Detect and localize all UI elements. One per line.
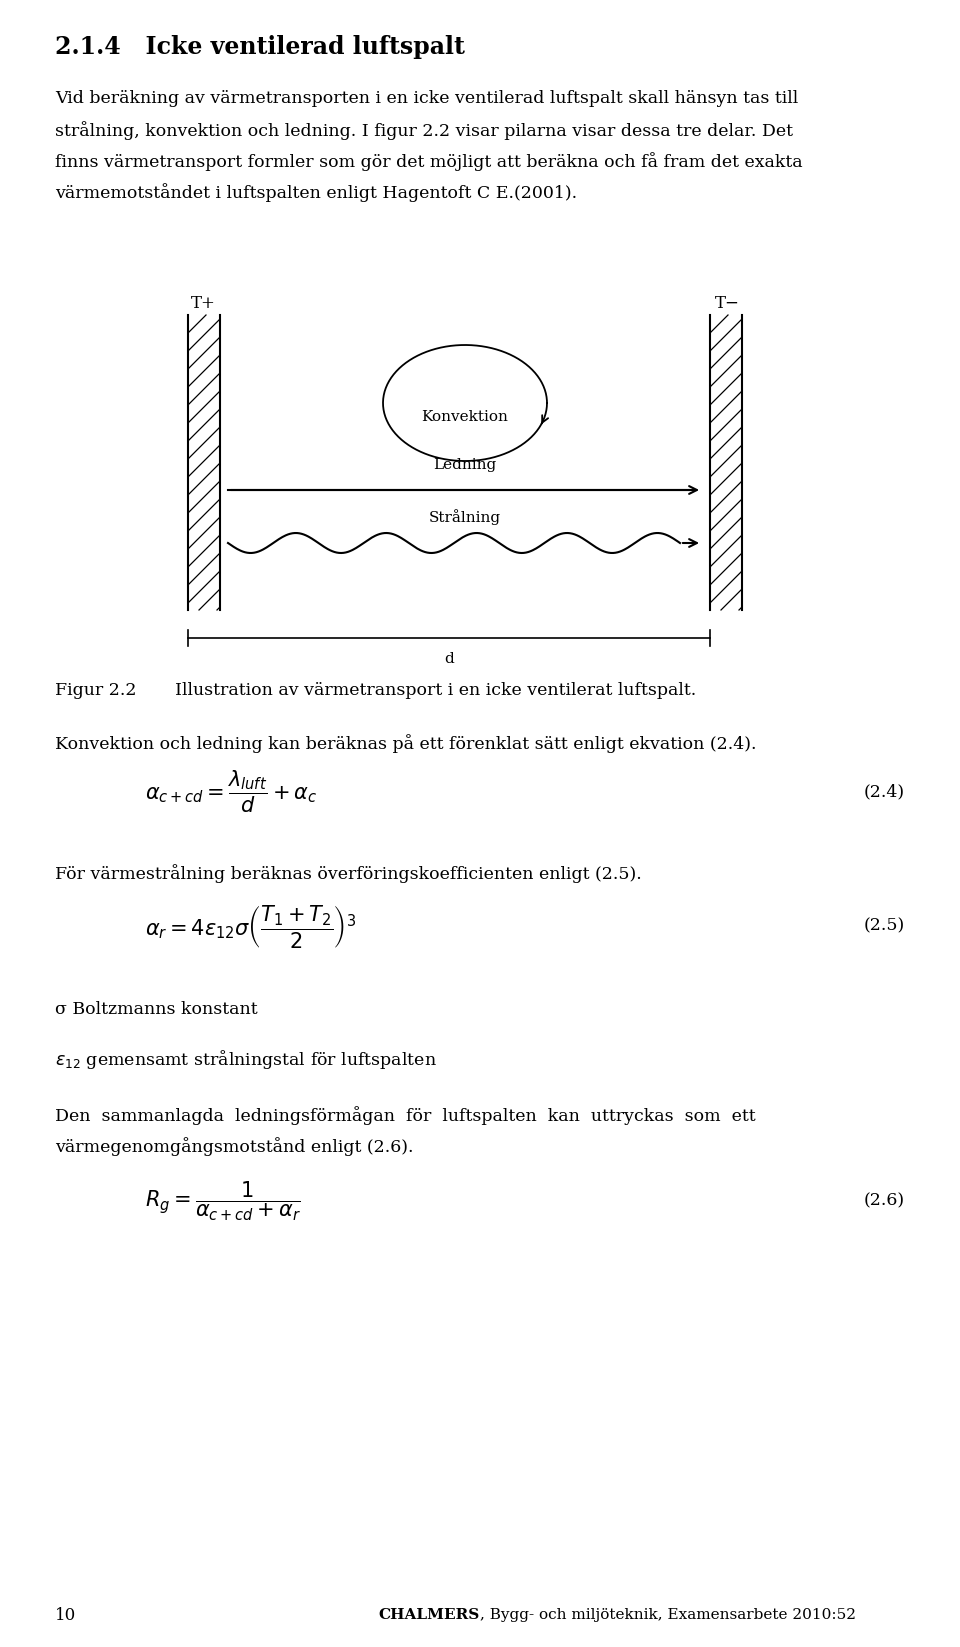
Text: finns värmetransport formler som gör det möjligt att beräkna och få fram det exa: finns värmetransport formler som gör det… — [55, 152, 803, 171]
Text: T+: T+ — [191, 295, 216, 311]
Text: $R_g = \dfrac{1}{\alpha_{c+cd}+\alpha_r}$: $R_g = \dfrac{1}{\alpha_{c+cd}+\alpha_r}… — [145, 1179, 300, 1222]
Text: Strålning: Strålning — [429, 509, 501, 525]
Text: 10: 10 — [55, 1606, 76, 1624]
Text: $\epsilon_{12}$ gemensamt strålningstal för luftspalten: $\epsilon_{12}$ gemensamt strålningstal … — [55, 1047, 437, 1071]
Text: T−: T− — [715, 295, 740, 311]
Text: Den  sammanlagda  ledningsförmågan  för  luftspalten  kan  uttryckas  som  ett: Den sammanlagda ledningsförmågan för luf… — [55, 1107, 756, 1125]
Text: σ Boltzmanns konstant: σ Boltzmanns konstant — [55, 1001, 257, 1018]
Text: Konvektion och ledning kan beräknas på ett förenklat sätt enligt ekvation (2.4).: Konvektion och ledning kan beräknas på e… — [55, 735, 756, 753]
Text: $\alpha_r = 4\epsilon_{12}\sigma\left(\dfrac{T_1+T_2}{2}\right)^3$: $\alpha_r = 4\epsilon_{12}\sigma\left(\d… — [145, 903, 356, 950]
Text: $\alpha_{c+cd} = \dfrac{\lambda_{luft}}{d} + \alpha_c$: $\alpha_{c+cd} = \dfrac{\lambda_{luft}}{… — [145, 769, 317, 815]
Text: (2.4): (2.4) — [864, 784, 905, 800]
Text: värmemotståndet i luftspalten enligt Hagentoft C E.(2001).: värmemotståndet i luftspalten enligt Hag… — [55, 183, 577, 203]
Text: Vid beräkning av värmetransporten i en icke ventilerad luftspalt skall hänsyn ta: Vid beräkning av värmetransporten i en i… — [55, 91, 799, 107]
Text: d: d — [444, 652, 454, 665]
Text: Figur 2.2       Illustration av värmetransport i en icke ventilerat luftspalt.: Figur 2.2 Illustration av värmetransport… — [55, 682, 696, 698]
Text: 2.1.4   Icke ventilerad luftspalt: 2.1.4 Icke ventilerad luftspalt — [55, 35, 465, 59]
Text: CHALMERS: CHALMERS — [379, 1607, 480, 1622]
Text: Konvektion: Konvektion — [421, 410, 509, 423]
Text: (2.5): (2.5) — [864, 917, 905, 934]
Text: , Bygg- och miljöteknik, Examensarbete 2010:52: , Bygg- och miljöteknik, Examensarbete 2… — [480, 1607, 856, 1622]
Text: (2.6): (2.6) — [864, 1192, 905, 1209]
Text: värmegenomgångsmotstånd enligt (2.6).: värmegenomgångsmotstånd enligt (2.6). — [55, 1136, 414, 1156]
Text: Ledning: Ledning — [433, 458, 496, 473]
Text: För värmestrålning beräknas överföringskoefficienten enligt (2.5).: För värmestrålning beräknas överföringsk… — [55, 865, 641, 883]
Text: strålning, konvektion och ledning. I figur 2.2 visar pilarna visar dessa tre del: strålning, konvektion och ledning. I fig… — [55, 120, 793, 140]
